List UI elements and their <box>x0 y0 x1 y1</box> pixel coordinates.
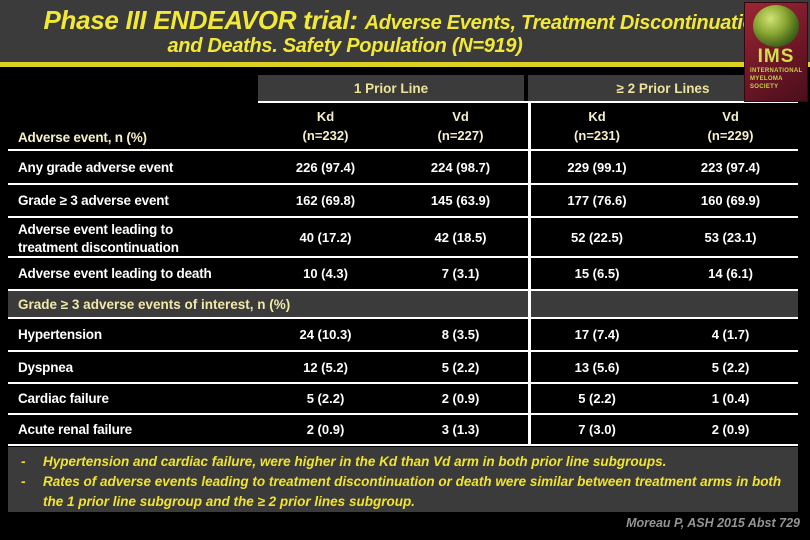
group-header-spacer <box>8 75 258 103</box>
globe-icon <box>753 5 799 47</box>
arm-label: Kd <box>316 108 335 124</box>
note-text: Hypertension and cardiac failure, were h… <box>43 454 667 469</box>
ae-table: 1 Prior Line ≥ 2 Prior Lines Adverse eve… <box>8 75 798 446</box>
table-cell: 14 (6.1) <box>708 266 753 281</box>
ims-logo-subtext: INTERNATIONAL MYELOMA SOCIETY <box>750 68 803 90</box>
table-cell: 2 (0.9) <box>441 391 480 406</box>
table-cell: 5 (2.2) <box>711 359 750 375</box>
table-cell: 223 (97.4) <box>700 159 761 175</box>
row-label-line1: Adverse event leading to <box>18 222 173 237</box>
arm-n: (n=229) <box>707 128 754 143</box>
group-header-1-prior-line: 1 Prior Line <box>258 75 524 101</box>
row-label: Any grade adverse event <box>18 159 174 175</box>
table-cell: 52 (22.5) <box>528 218 663 256</box>
section-header-spacer <box>528 291 798 317</box>
bullet-dash: - <box>21 454 26 469</box>
table-cell: 7 (3.0) <box>528 415 663 444</box>
row-label: Adverse event leading to treatment disco… <box>8 218 258 256</box>
table-cell: 229 (99.1) <box>528 151 663 183</box>
table-row-cardiac-failure: Cardiac failure 5 (2.2) 2 (0.9) 5 (2.2) … <box>8 384 798 415</box>
arm-n: (n=231) <box>574 128 620 143</box>
note-item: - Hypertension and cardiac failure, were… <box>18 452 790 472</box>
table-cell: 160 (69.9) <box>700 193 761 208</box>
ims-logo: IMS INTERNATIONAL MYELOMA SOCIETY <box>744 2 808 102</box>
table-cell: 177 (76.6) <box>528 185 663 216</box>
table-row-discontinuation: Adverse event leading to treatment disco… <box>8 218 798 258</box>
arm-label: Vd <box>452 108 469 124</box>
arm-label: Vd <box>722 108 739 124</box>
table-cell: 226 (97.4) <box>295 159 356 175</box>
row-label: Adverse event leading to death <box>18 266 212 281</box>
table-cell: 2 (0.9) <box>711 422 750 437</box>
title-main: Phase III ENDEAVOR trial: <box>43 5 365 35</box>
table-row-acute-renal-failure: Acute renal failure 2 (0.9) 3 (1.3) 7 (3… <box>8 415 798 446</box>
table-cell: 7 (3.1) <box>441 266 480 281</box>
table-row-death: Adverse event leading to death 10 (4.3) … <box>8 258 798 291</box>
slide-title-line2: and Deaths. Safety Population (N=919) <box>167 35 523 57</box>
table-cell: 5 (2.2) <box>306 391 345 406</box>
bullet-dash: - <box>21 474 26 489</box>
table-cell: 145 (63.9) <box>430 193 491 208</box>
table-cell: 24 (10.3) <box>299 327 352 342</box>
slide-title-line1: Phase III ENDEAVOR trial: Adverse Events… <box>0 5 810 36</box>
title-band: Phase III ENDEAVOR trial: Adverse Events… <box>0 0 810 62</box>
table-cell: 13 (5.6) <box>528 352 663 382</box>
arm-label: Kd <box>588 108 606 124</box>
row-label-line2: treatment discontinuation <box>18 240 179 256</box>
title-subject: Adverse Events, Treatment Discontinuatio… <box>364 12 767 34</box>
table-group-header-row: 1 Prior Line ≥ 2 Prior Lines <box>8 75 798 103</box>
table-cell: 42 (18.5) <box>434 229 487 245</box>
table-cell: 15 (6.5) <box>528 258 663 289</box>
table-cell: 40 (17.2) <box>299 229 352 245</box>
table-row-any-grade: Any grade adverse event 226 (97.4) 224 (… <box>8 151 798 185</box>
title-underline <box>0 62 810 67</box>
row-label: Cardiac failure <box>18 391 109 406</box>
row-label: Acute renal failure <box>18 422 132 437</box>
table-cell: 4 (1.7) <box>711 327 750 342</box>
column-header-kd-2: Kd (n=231) <box>528 103 663 149</box>
row-label: Dyspnea <box>18 359 73 375</box>
table-section-header-row: Grade ≥ 3 adverse events of interest, n … <box>8 291 798 319</box>
column-header-kd-1: Kd (n=232) <box>258 103 393 149</box>
note-item: - Rates of adverse events leading to tre… <box>18 472 790 512</box>
note-text: Rates of adverse events leading to treat… <box>43 474 782 509</box>
table-cell: 17 (7.4) <box>528 319 663 350</box>
ims-logo-text: IMS <box>757 46 795 67</box>
row-label-header: Adverse event, n (%) <box>18 130 147 145</box>
table-cell: 5 (2.2) <box>441 359 480 375</box>
group-header-wrap: 1 Prior Line ≥ 2 Prior Lines <box>258 75 798 103</box>
table-cell: 3 (1.3) <box>441 422 480 437</box>
section-header-label: Grade ≥ 3 adverse events of interest, n … <box>8 291 528 317</box>
table-cell: 2 (0.9) <box>306 422 345 437</box>
table-row-grade3: Grade ≥ 3 adverse event 162 (69.8) 145 (… <box>8 185 798 218</box>
table-column-header-row: Adverse event, n (%) Kd (n=232) Vd (n=22… <box>8 103 798 151</box>
arm-n: (n=232) <box>302 128 349 143</box>
table-cell: 5 (2.2) <box>528 384 663 413</box>
table-cell: 8 (3.5) <box>441 327 480 342</box>
notes-box: - Hypertension and cardiac failure, were… <box>8 447 798 512</box>
table-cell: 12 (5.2) <box>303 359 348 375</box>
arm-n: (n=227) <box>437 128 484 143</box>
row-label: Hypertension <box>18 327 102 342</box>
table-row-dyspnea: Dyspnea 12 (5.2) 5 (2.2) 13 (5.6) 5 (2.2… <box>8 352 798 384</box>
citation: Moreau P, ASH 2015 Abst 729 <box>626 516 800 530</box>
table-cell: 53 (23.1) <box>704 229 757 245</box>
table-cell: 1 (0.4) <box>711 391 750 406</box>
column-header-vd-1: Vd (n=227) <box>393 103 528 149</box>
table-row-hypertension: Hypertension 24 (10.3) 8 (3.5) 17 (7.4) … <box>8 319 798 352</box>
table-cell: 224 (98.7) <box>430 159 491 175</box>
table-cell: 10 (4.3) <box>303 266 348 281</box>
column-header-vd-2: Vd (n=229) <box>663 103 798 149</box>
row-label: Grade ≥ 3 adverse event <box>18 193 169 208</box>
table-cell: 162 (69.8) <box>295 193 356 208</box>
